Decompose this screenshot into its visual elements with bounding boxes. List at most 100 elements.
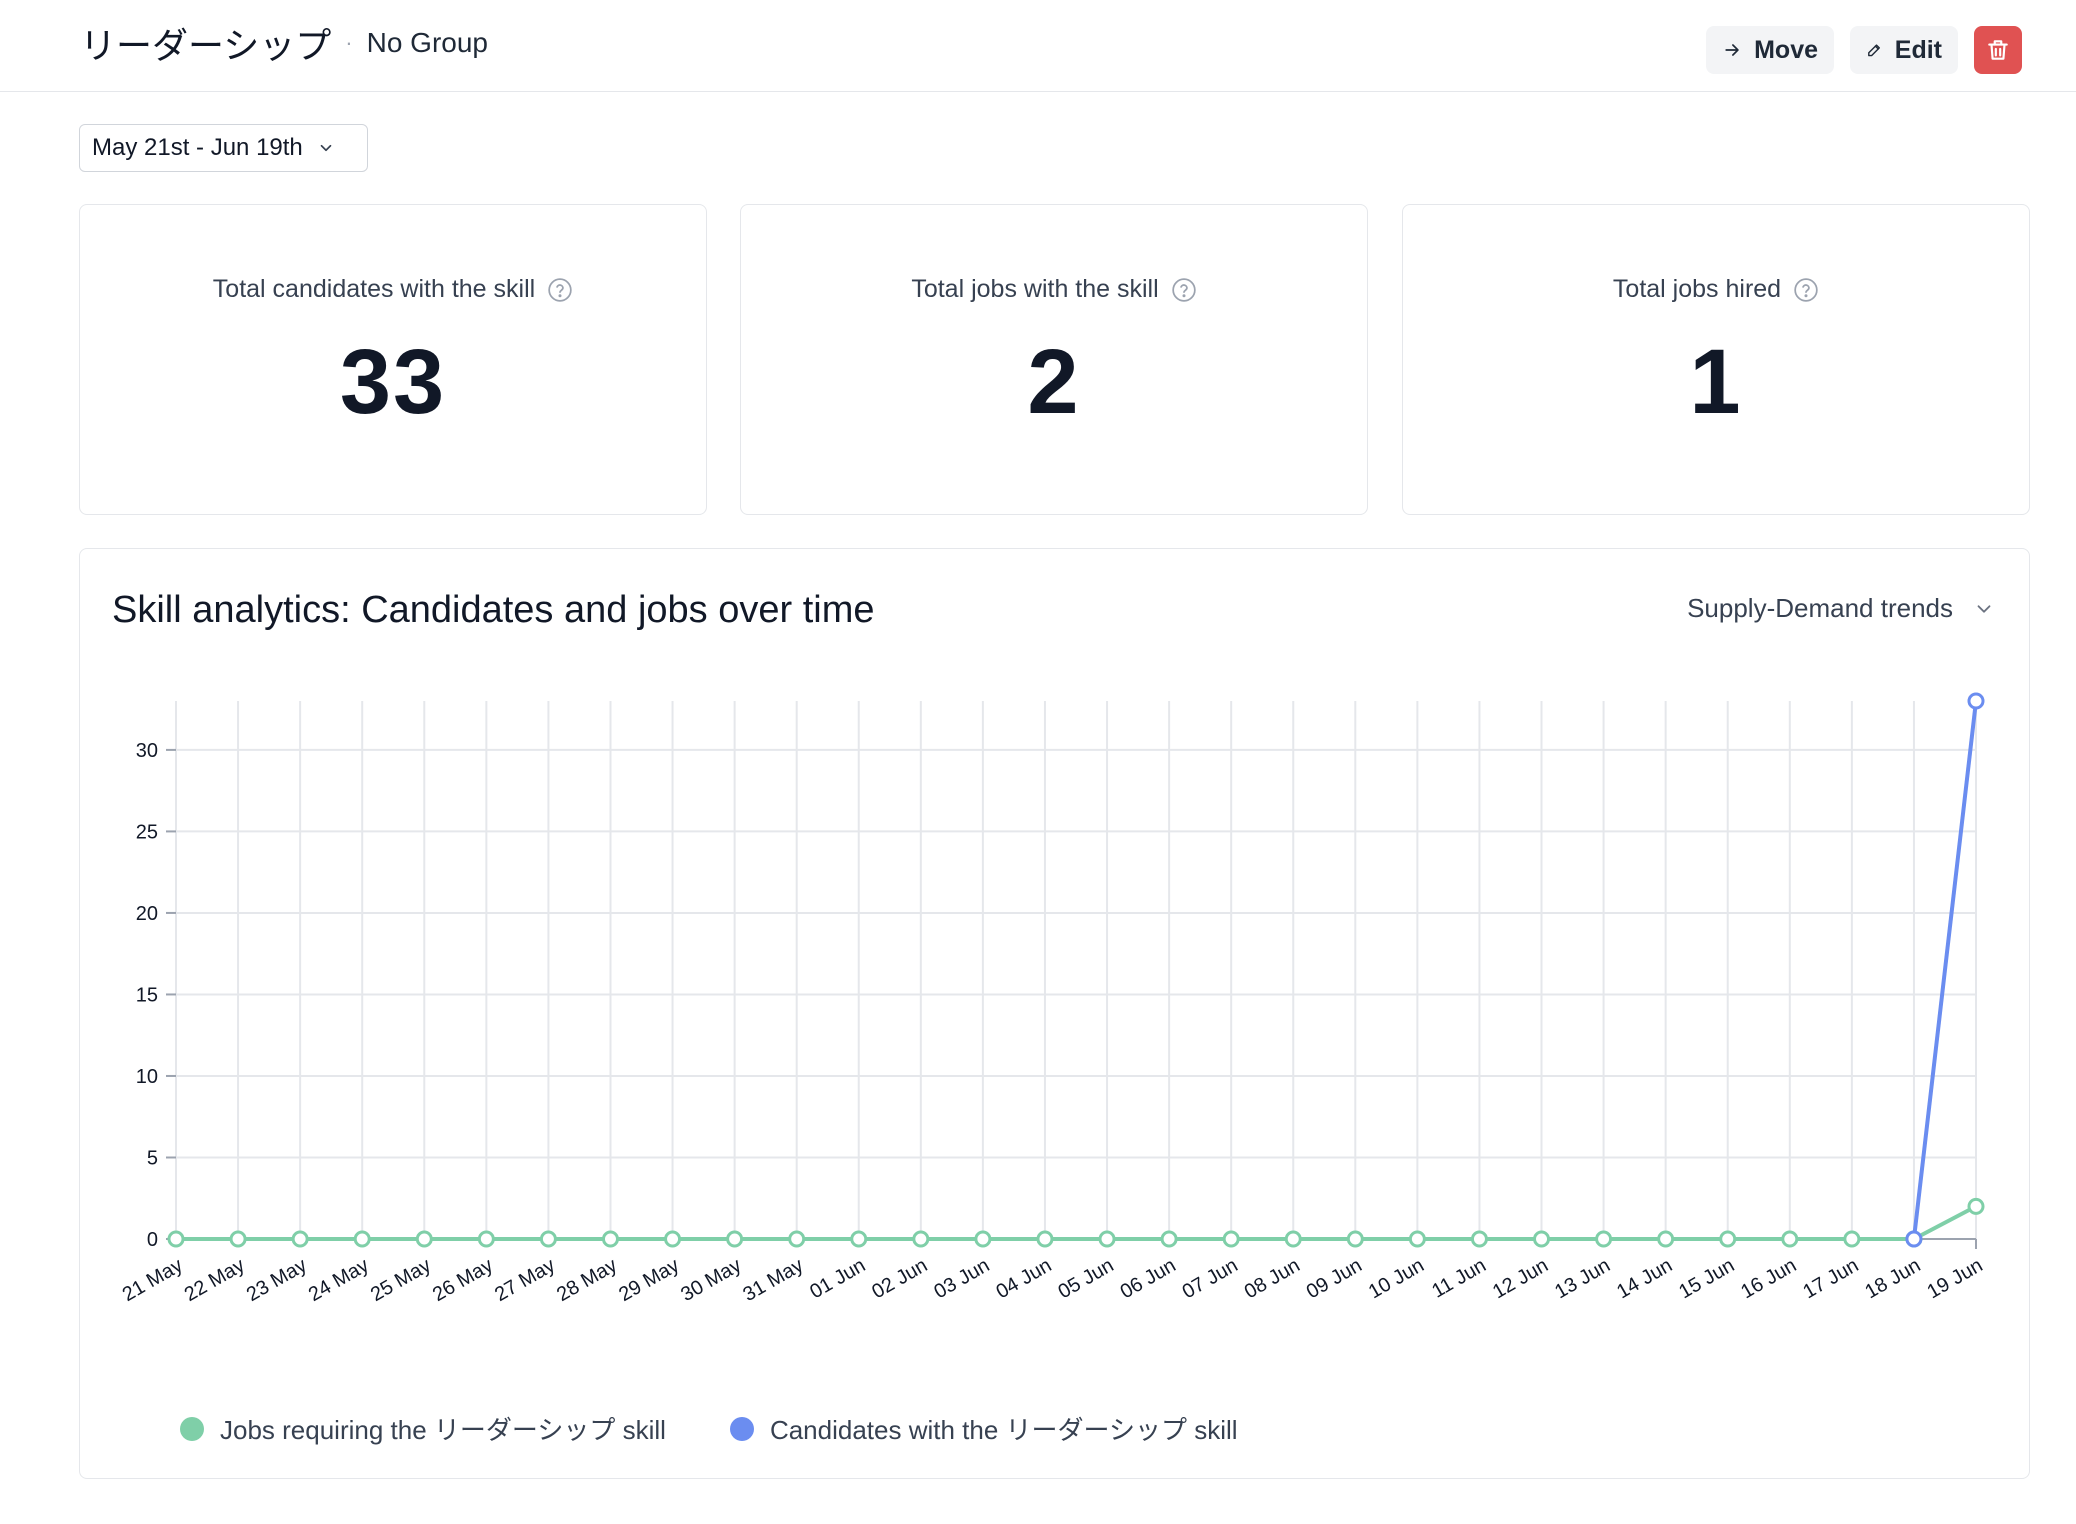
data-point-jobs — [167, 1230, 185, 1248]
y-tick-label: 20 — [136, 903, 158, 925]
series-line-jobs — [176, 1204, 1977, 1241]
data-point-jobs — [1098, 1230, 1116, 1248]
stat-label-hired: Total jobs hired — [1612, 275, 1782, 303]
data-point-candidates — [1905, 1230, 1923, 1248]
x-tick-label: 05 Jun — [1055, 1254, 1118, 1303]
y-tick-label: 5 — [147, 1147, 158, 1169]
x-tick-label: 08 Jun — [1241, 1254, 1304, 1303]
edit-button-label: Edit — [1894, 35, 1942, 64]
chevron-down-icon — [320, 144, 332, 152]
x-tick-label: 18 Jun — [1861, 1254, 1924, 1303]
x-tick-label: 22 May — [181, 1254, 249, 1306]
title-separator: · — [345, 30, 353, 55]
x-tick-label: 28 May — [553, 1254, 621, 1306]
y-tick-label: 10 — [136, 1066, 158, 1088]
header-actions: Move Edit — [1706, 26, 2022, 74]
data-point-jobs — [850, 1230, 868, 1248]
stat-card-label: Total jobs with the skill — [741, 275, 1367, 304]
delete-button[interactable] — [1974, 26, 2022, 74]
x-tick-label: 07 Jun — [1179, 1254, 1242, 1303]
x-tick-label: 10 Jun — [1365, 1254, 1428, 1303]
data-point-jobs — [1036, 1230, 1054, 1248]
move-button-label: Move — [1754, 35, 1818, 64]
y-tick-label: 0 — [147, 1229, 158, 1251]
help-circle-icon[interactable] — [1171, 277, 1197, 303]
data-point-jobs — [353, 1230, 371, 1248]
arrow-right-icon — [1725, 44, 1739, 56]
y-tick-label: 25 — [136, 821, 158, 843]
data-point-jobs — [1595, 1230, 1613, 1248]
move-button[interactable]: Move — [1706, 26, 1834, 74]
data-point-jobs — [1533, 1230, 1551, 1248]
x-tick-label: 02 Jun — [868, 1254, 931, 1303]
legend-label-jobs: Jobs requiring the リーダーシップ skill — [220, 1415, 666, 1445]
chevron-down-icon — [1977, 604, 1991, 613]
legend-item-jobs[interactable]: Jobs requiring the リーダーシップ skill — [180, 1410, 666, 1447]
data-point-jobs — [788, 1230, 806, 1248]
data-point-jobs — [1470, 1230, 1488, 1248]
legend-item-candidates[interactable]: Candidates with the リーダーシップ skill — [729, 1410, 1238, 1447]
stat-value-jobs: 2 — [1027, 331, 1081, 433]
stat-card-label: Total jobs hired — [1403, 275, 2029, 304]
data-point-jobs — [291, 1230, 309, 1248]
legend-dot-jobs — [180, 1416, 204, 1441]
x-tick-label: 25 May — [367, 1254, 435, 1306]
x-tick-label: 27 May — [491, 1254, 559, 1306]
y-tick-label: 15 — [136, 984, 158, 1006]
data-point-jobs — [664, 1230, 682, 1248]
data-point-jobs — [1408, 1230, 1426, 1248]
data-point-jobs — [1160, 1230, 1178, 1248]
help-circle-icon[interactable] — [1793, 277, 1819, 303]
trash-icon — [1988, 40, 2008, 60]
data-point-jobs — [726, 1230, 744, 1248]
data-point-jobs — [1346, 1230, 1364, 1248]
data-point-jobs — [1967, 1197, 1985, 1215]
data-point-jobs — [415, 1230, 433, 1248]
stat-label-candidates: Total candidates with the skill — [212, 275, 536, 303]
data-point-candidates — [1967, 692, 1985, 710]
pencil-icon — [1868, 44, 1880, 57]
stat-value-hired: 1 — [1689, 331, 1743, 433]
x-tick-label: 09 Jun — [1303, 1254, 1366, 1303]
x-tick-label: 17 Jun — [1799, 1254, 1862, 1303]
data-point-jobs — [229, 1230, 247, 1248]
page-header: リーダーシップ · No Group Move Edit — [0, 0, 2076, 92]
x-tick-label: 14 Jun — [1613, 1254, 1676, 1303]
x-tick-label: 13 Jun — [1551, 1254, 1614, 1303]
x-tick-label: 03 Jun — [930, 1254, 993, 1303]
title-area: リーダーシップ · No Group — [80, 18, 488, 68]
x-tick-label: 19 Jun — [1923, 1254, 1986, 1303]
data-point-jobs — [1719, 1230, 1737, 1248]
page-title: リーダーシップ — [80, 26, 332, 67]
chart-view-select-label: Supply-Demand trends — [1687, 593, 1953, 623]
x-tick-label: 16 Jun — [1737, 1254, 1800, 1303]
data-point-jobs — [477, 1230, 495, 1248]
x-tick-label: 31 May — [739, 1254, 807, 1306]
data-point-jobs — [1222, 1230, 1240, 1248]
legend-dot-candidates — [729, 1416, 754, 1441]
chart-title: Skill analytics: Candidates and jobs ove… — [112, 589, 875, 631]
data-point-jobs — [1657, 1230, 1675, 1248]
chart-view-select[interactable]: Supply-Demand trends — [1687, 593, 1995, 624]
x-tick-label: 01 Jun — [806, 1254, 869, 1303]
y-tick-label: 30 — [136, 740, 158, 762]
data-point-jobs — [539, 1230, 557, 1248]
x-tick-label: 15 Jun — [1675, 1254, 1738, 1303]
x-tick-label: 30 May — [677, 1254, 745, 1306]
date-range-label: May 21st - Jun 19th — [92, 134, 303, 161]
legend-label-candidates: Candidates with the リーダーシップ skill — [769, 1415, 1238, 1445]
x-tick-label: 11 Jun — [1428, 1254, 1490, 1302]
x-tick-label: 24 May — [305, 1254, 373, 1306]
series-line-candidates — [1911, 700, 1978, 1240]
stat-card-candidates: Total candidates with the skill 33 — [79, 204, 707, 515]
data-point-jobs — [601, 1230, 619, 1248]
x-tick-label: 29 May — [615, 1254, 683, 1306]
edit-button[interactable]: Edit — [1850, 26, 1958, 74]
x-tick-label: 23 May — [243, 1254, 311, 1306]
stat-card-label: Total candidates with the skill — [80, 275, 706, 304]
date-range-picker[interactable]: May 21st - Jun 19th — [79, 124, 368, 172]
help-circle-icon[interactable] — [547, 277, 573, 303]
group-name[interactable]: No Group — [366, 27, 489, 58]
x-tick-label: 26 May — [429, 1254, 497, 1306]
